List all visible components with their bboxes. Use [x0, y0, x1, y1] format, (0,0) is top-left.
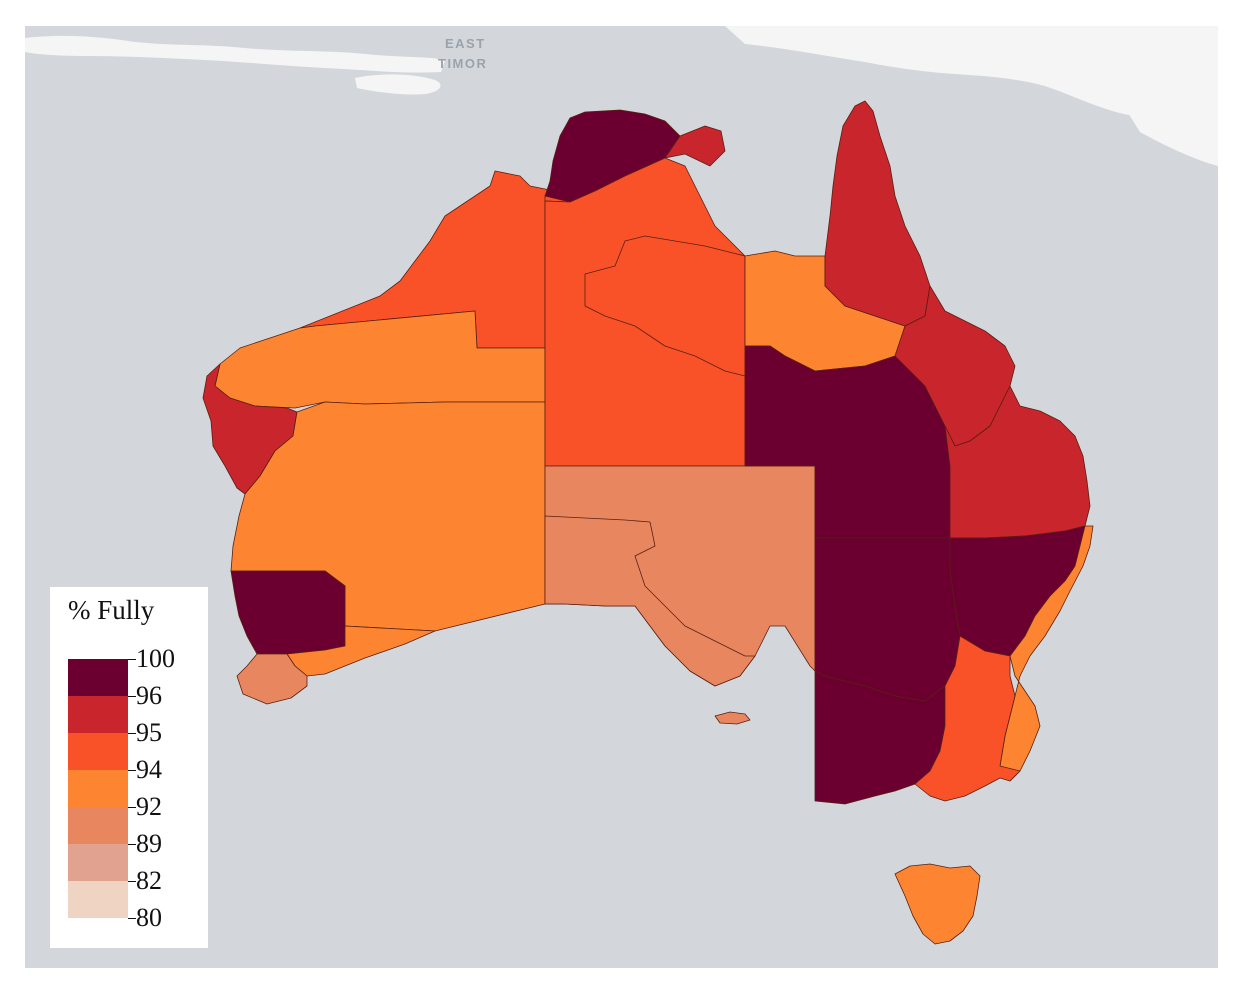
region-vic-east[interactable]	[914, 635, 1021, 802]
region-qld-capeyork[interactable]	[824, 100, 931, 327]
legend-tick-label: 80	[136, 903, 162, 932]
legend-swatch	[68, 844, 128, 881]
timor-island	[355, 74, 441, 95]
regions-layer[interactable]	[202, 100, 1094, 945]
kangaroo-island[interactable]	[714, 711, 751, 725]
legend-tick-label: 96	[136, 681, 162, 710]
legend-tick-label: 89	[136, 829, 162, 858]
legend-tick	[128, 733, 136, 734]
new-guinea	[725, 26, 1218, 146]
region-arnhem-east[interactable]	[664, 125, 726, 167]
region-wa-wheatbelt[interactable]	[230, 570, 346, 655]
legend-swatch	[68, 733, 128, 770]
legend-swatch	[68, 659, 128, 696]
legend-swatch	[68, 770, 128, 807]
legend-tick-label: 95	[136, 718, 162, 747]
east-timor-label: EAST	[445, 36, 486, 51]
east-timor-label-line2: TIMOR	[438, 56, 487, 71]
legend-tick	[128, 844, 136, 845]
region-nsw-west[interactable]	[814, 537, 961, 702]
legend-title: % Fully	[68, 595, 155, 625]
legend-tick	[128, 881, 136, 882]
map-frame[interactable]: EAST TIMOR	[25, 26, 1218, 968]
lesser-sunda-islands	[25, 35, 445, 73]
basemap-land	[25, 26, 1218, 166]
legend-tick	[128, 659, 136, 660]
legend: % Fully 100 96 95 94 92 89 82 80	[50, 587, 208, 948]
choropleth-map[interactable]: EAST TIMOR	[25, 26, 1218, 968]
legend-tick	[128, 807, 136, 808]
legend-tick-label: 92	[136, 792, 162, 821]
legend-tick	[128, 770, 136, 771]
legend-tick	[128, 918, 136, 919]
legend-tick	[128, 696, 136, 697]
legend-tick-label: 94	[136, 755, 162, 784]
legend-swatch	[68, 807, 128, 844]
legend-swatch	[68, 696, 128, 733]
region-tasmania[interactable]	[894, 863, 981, 945]
legend-tick-label: 82	[136, 866, 162, 895]
region-wa-southwest[interactable]	[236, 653, 308, 705]
region-sa-south[interactable]	[544, 515, 756, 687]
legend-tick-label: 100	[136, 644, 175, 673]
legend-swatch	[68, 881, 128, 918]
papua-peninsula	[1125, 108, 1218, 166]
